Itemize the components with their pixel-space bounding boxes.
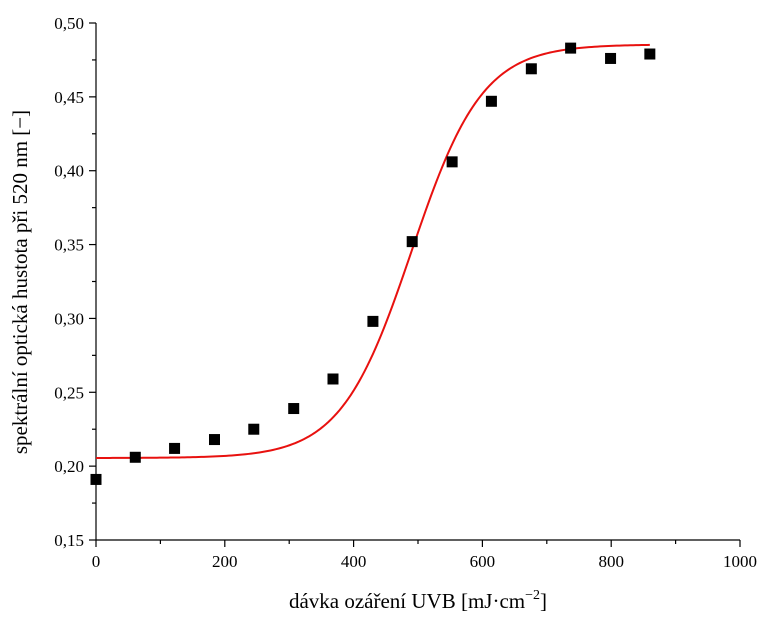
data-point: [169, 442, 181, 454]
data-point: [605, 52, 617, 64]
data-point: [208, 434, 220, 446]
data-point: [90, 473, 102, 485]
y-tick-label: 0,15: [54, 531, 84, 550]
data-point: [288, 403, 300, 415]
y-tick-label: 0,45: [54, 88, 84, 107]
y-tick-label: 0,35: [54, 236, 84, 255]
data-point: [644, 48, 656, 60]
fit-curve: [96, 43, 650, 459]
data-point: [367, 315, 379, 327]
x-tick-label: 1000: [723, 552, 757, 571]
fit-curve-layer: [96, 43, 650, 459]
data-point: [248, 423, 260, 435]
data-point: [485, 95, 497, 107]
data-point: [446, 156, 458, 168]
data-point: [565, 42, 577, 54]
data-point: [327, 373, 339, 385]
axes: [95, 23, 740, 541]
x-axis-title-sup: −2: [525, 588, 540, 603]
y-tick-label: 0,20: [54, 457, 84, 476]
data-points-layer: [90, 42, 656, 485]
x-tick-label: 800: [598, 552, 624, 571]
x-tick-label: 0: [92, 552, 101, 571]
x-tick-label: 200: [212, 552, 238, 571]
x-tick-label: 400: [341, 552, 367, 571]
y-tick-label: 0,40: [54, 162, 84, 181]
x-tick-label: 600: [470, 552, 496, 571]
y-tick-label: 0,30: [54, 309, 84, 328]
data-point: [129, 451, 141, 463]
y-tick-label: 0,50: [54, 14, 84, 33]
x-axis-title: dávka ozáření UVB [mJ·cm−2]: [289, 588, 547, 613]
ticks: 0 200 400 600 800 1000 0,15 0,20 0,25 0,30 0,35 0,4…: [54, 14, 757, 571]
x-axis-title-main: dávka ozáření UVB [mJ·cm: [289, 589, 525, 613]
data-point: [406, 236, 418, 248]
data-point: [525, 63, 537, 75]
y-axis-title: spektrální optická hustota při 520 nm [−…: [8, 110, 32, 454]
x-axis-title-end: ]: [540, 589, 547, 613]
y-tick-label: 0,25: [54, 383, 84, 402]
